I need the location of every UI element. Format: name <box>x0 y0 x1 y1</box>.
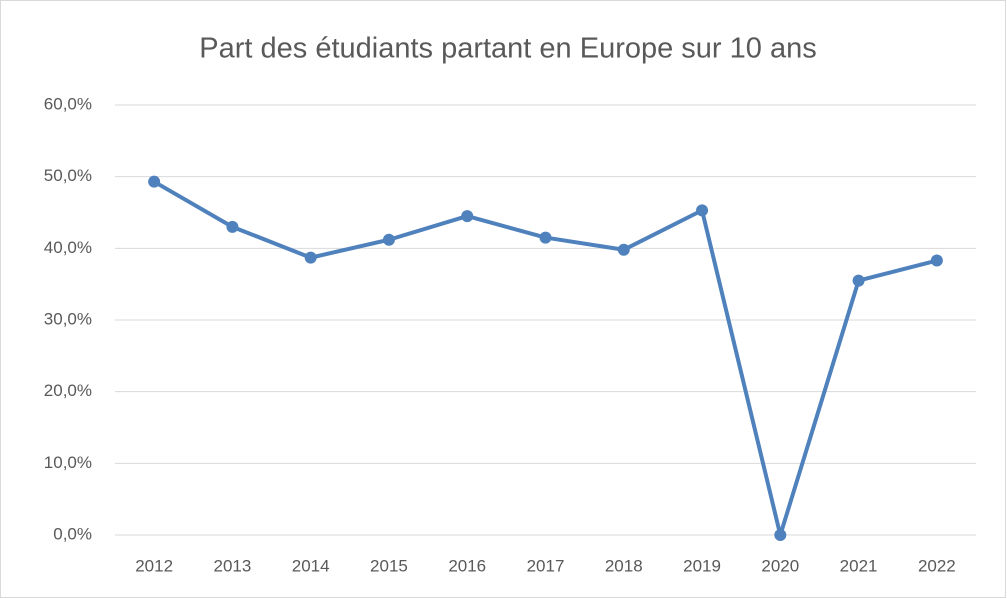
y-tick-label: 0,0% <box>53 524 92 543</box>
x-tick-label: 2020 <box>761 556 799 575</box>
y-tick-label: 50,0% <box>44 166 92 185</box>
marker <box>930 254 943 267</box>
x-tick-label: 2013 <box>213 556 251 575</box>
y-tick-label: 20,0% <box>44 381 92 400</box>
x-tick-label: 2012 <box>135 556 173 575</box>
marker <box>852 274 865 287</box>
y-tick-label: 30,0% <box>44 309 92 328</box>
y-tick-label: 10,0% <box>44 453 92 472</box>
marker <box>696 204 709 217</box>
y-tick-label: 40,0% <box>44 238 92 257</box>
marker <box>617 243 630 256</box>
x-tick-label: 2021 <box>840 556 878 575</box>
marker <box>148 175 161 188</box>
marker <box>539 231 552 244</box>
x-tick-label: 2018 <box>605 556 643 575</box>
marker <box>382 233 395 246</box>
marker <box>461 210 474 223</box>
marker <box>774 529 787 541</box>
x-tick-label: 2022 <box>918 556 956 575</box>
chart-title: Part des étudiants partant en Europe sur… <box>199 33 816 65</box>
x-tick-label: 2014 <box>292 556 330 575</box>
y-tick-label: 60,0% <box>44 94 92 113</box>
x-tick-label: 2017 <box>527 556 565 575</box>
marker <box>226 220 239 233</box>
marker <box>304 251 317 264</box>
x-tick-label: 2016 <box>448 556 486 575</box>
x-tick-label: 2019 <box>683 556 721 575</box>
x-tick-label: 2015 <box>370 556 408 575</box>
